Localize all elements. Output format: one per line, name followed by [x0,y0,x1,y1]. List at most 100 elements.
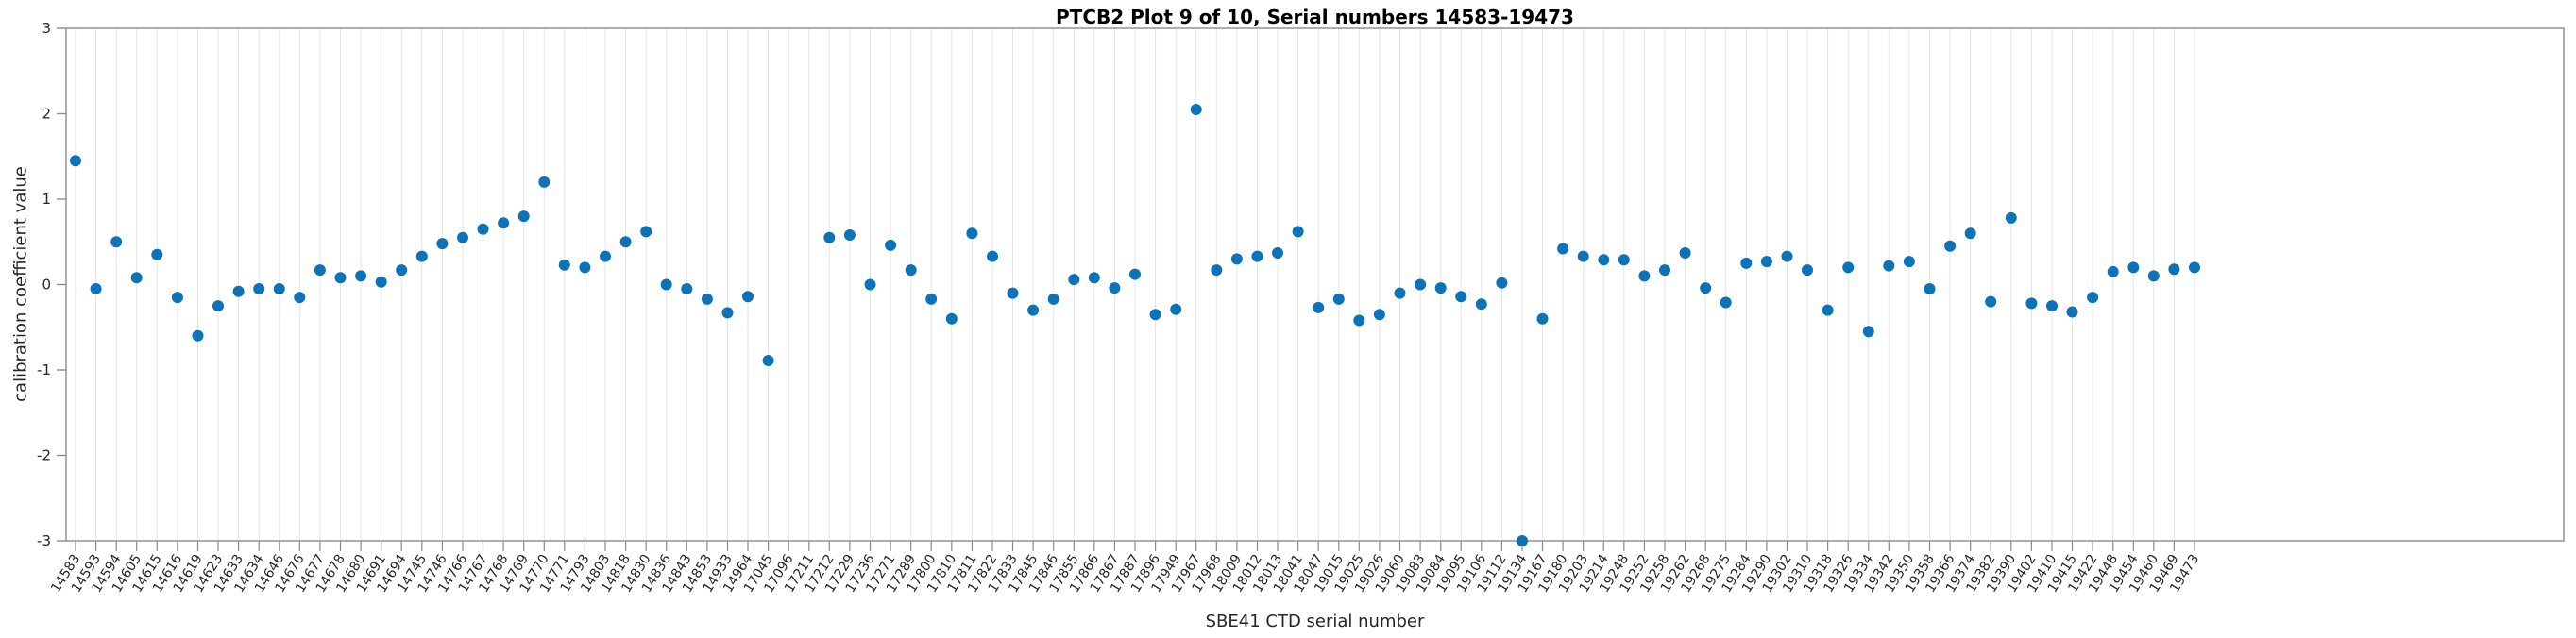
data-point [600,250,611,262]
data-point [2087,292,2099,304]
data-point [681,283,693,294]
data-point [742,291,754,303]
data-point [1190,104,1202,115]
data-point [1577,250,1589,262]
data-point [1700,282,1712,294]
data-point [1211,264,1223,277]
data-point [192,329,204,342]
data-point [2066,306,2078,318]
data-point [1557,243,1569,255]
data-point [517,210,530,223]
data-point [1272,247,1283,259]
data-point [1862,326,1874,338]
data-point [1027,304,1040,316]
data-point [721,307,734,319]
data-point [2168,263,2180,276]
y-tick-label: -3 [37,532,51,549]
data-point [1638,270,1651,282]
data-point [1842,261,1855,274]
data-point [2189,261,2200,274]
y-tick-label: -2 [37,447,51,464]
data-point [945,312,958,325]
data-point [1129,268,1141,280]
data-point [1313,301,1325,313]
data-point [273,283,285,294]
data-point [925,293,938,305]
data-point [864,278,876,291]
data-point [1373,309,1385,321]
data-point [1720,296,1732,309]
data-point [1822,304,1834,316]
chart-title: PTCB2 Plot 9 of 10, Serial numbers 14583… [1056,6,1574,28]
data-point [1883,260,1895,272]
data-point [1353,314,1365,327]
data-point [1924,283,1936,294]
data-point [1903,256,1915,268]
data-point [477,223,489,235]
data-point [171,292,183,304]
data-point [110,236,123,248]
data-point [843,229,856,241]
data-point [212,300,224,312]
data-point [436,238,449,250]
data-point [1149,309,1161,321]
data-point [2127,261,2140,274]
data-point [498,217,510,229]
data-point [558,259,570,271]
data-point [885,239,897,251]
data-point [334,272,347,284]
data-point [1047,293,1059,305]
data-point [1618,254,1630,266]
data-point [640,226,652,238]
data-point [1068,274,1080,286]
data-point [2005,211,2017,224]
data-point [1598,254,1610,266]
data-point [130,272,143,284]
data-point [701,293,713,305]
data-point [2046,300,2058,312]
data-point [1332,293,1345,305]
data-point [1088,272,1100,284]
data-point [660,278,672,291]
data-point [253,283,265,294]
data-point [1760,256,1772,268]
data-point [355,270,367,282]
data-point [375,276,387,288]
data-point [1985,295,1997,308]
data-point [1944,240,1957,252]
data-point [1251,250,1263,262]
data-point [1781,250,1793,262]
data-point [1434,282,1447,294]
data-point [762,355,774,366]
data-point [415,250,428,262]
data-point [1292,226,1304,238]
data-point [396,264,408,277]
data-point [1679,247,1691,259]
y-tick-label: 0 [42,277,51,294]
data-point [2107,265,2119,277]
data-point [987,250,998,262]
data-point [1517,535,1528,546]
data-point [1802,264,1813,277]
data-point [1659,264,1670,277]
data-point [1394,287,1406,299]
data-point [457,231,468,243]
data-point [579,261,591,274]
data-point [232,285,245,297]
data-point [2147,270,2160,282]
x-axis-label: SBE41 CTD serial number [1205,612,1425,631]
data-point [1740,257,1753,269]
data-point [1007,287,1019,299]
data-point [1475,298,1487,311]
data-point [2025,297,2038,310]
data-point [905,264,917,277]
data-point [90,283,102,294]
data-point [823,231,836,243]
y-tick-label: 1 [42,191,51,208]
data-point [1496,277,1508,289]
data-point [314,264,326,277]
data-point [1170,303,1182,315]
data-point [294,292,306,304]
